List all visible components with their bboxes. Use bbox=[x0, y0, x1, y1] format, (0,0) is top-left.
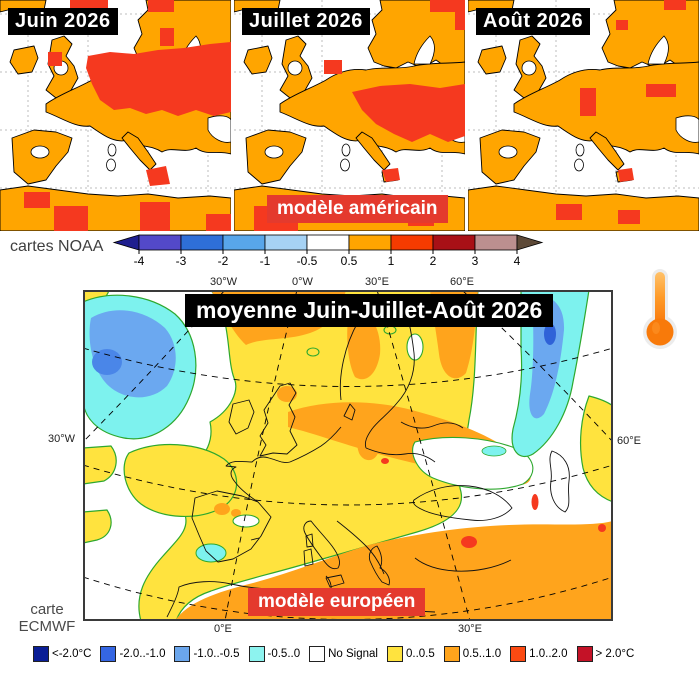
legend-swatch bbox=[174, 646, 191, 662]
noaa-august-title: Août 2026 bbox=[476, 8, 591, 35]
legend-label: 0..0.5 bbox=[405, 648, 435, 660]
legend-swatch bbox=[100, 646, 117, 662]
ecmwf-cool-regions bbox=[83, 290, 590, 563]
ecmwf-caption: carte ECMWF bbox=[8, 601, 86, 636]
ecmwf-caption-line1: carte bbox=[30, 601, 64, 618]
legend-swatch bbox=[33, 646, 49, 662]
legend-label: > 2.0°C bbox=[595, 648, 635, 660]
legend-item: <-2.0°C bbox=[33, 646, 91, 662]
ecmwf-axis-top-30w: 30°W bbox=[210, 276, 238, 288]
noaa-august-red-anomalies bbox=[556, 0, 686, 224]
svg-text:1: 1 bbox=[388, 254, 395, 267]
svg-text:-2: -2 bbox=[218, 254, 229, 267]
ecmwf-axis-top-0w: 0°W bbox=[292, 276, 313, 288]
noaa-map-august: Août 2026 bbox=[467, 0, 700, 232]
noaa-maps-row: Juin 2026 Juillet 2026 bbox=[0, 0, 700, 232]
american-model-label: modèle américain bbox=[267, 195, 448, 223]
european-model-label: modèle européen bbox=[248, 588, 426, 616]
noaa-map-june-art bbox=[0, 0, 232, 232]
legend-label: <-2.0°C bbox=[52, 648, 92, 660]
legend-item: -2.0..-1.0 bbox=[100, 646, 165, 662]
ecmwf-map-art bbox=[83, 290, 613, 621]
legend-label: -1.0..-0.5 bbox=[193, 648, 240, 660]
legend-label: -0.5..0 bbox=[267, 648, 301, 660]
ecmwf-axis-bottom-30e: 30°E bbox=[458, 623, 482, 635]
ecmwf-legend: <-2.0°C -2.0..-1.0 -1.0..-0.5 -0.5..0 No… bbox=[33, 646, 634, 662]
legend-label: 0.5..1.0 bbox=[462, 648, 502, 660]
svg-text:-4: -4 bbox=[134, 254, 145, 267]
legend-label: -2.0..-1.0 bbox=[119, 648, 166, 660]
legend-swatch bbox=[309, 646, 326, 662]
colorbar-right-arrow bbox=[516, 234, 544, 251]
svg-text:-3: -3 bbox=[176, 254, 187, 267]
ecmwf-axis-bottom-0e: 0°E bbox=[214, 623, 232, 635]
legend-swatch bbox=[386, 646, 403, 662]
thermometer-icon bbox=[643, 269, 677, 349]
svg-text:2: 2 bbox=[430, 254, 437, 267]
ecmwf-axis-top-60e: 60°E bbox=[450, 276, 474, 288]
ecmwf-caption-line2: ECMWF bbox=[18, 618, 76, 636]
legend-item: -1.0..-0.5 bbox=[174, 646, 240, 662]
ecmwf-axis-top-30e: 30°E bbox=[365, 276, 389, 288]
legend-item: 0.5..1.0 bbox=[443, 646, 502, 662]
colorbar-tick-marks bbox=[138, 250, 518, 254]
colorbar-tick-labels: -4 -3 -2 -1 -0.5 0.5 1 2 3 4 bbox=[134, 254, 521, 267]
legend-label: 1.0..2.0 bbox=[529, 648, 568, 660]
noaa-july-title: Juillet 2026 bbox=[242, 8, 370, 35]
legend-swatch bbox=[510, 646, 527, 662]
noaa-june-red-anomalies bbox=[24, 0, 231, 231]
legend-item: > 2.0°C bbox=[576, 646, 635, 662]
legend-item: No Signal bbox=[309, 646, 378, 662]
legend-label: No Signal bbox=[328, 648, 378, 660]
ecmwf-map-frame bbox=[83, 290, 613, 621]
colorbar-left-arrow bbox=[112, 234, 140, 251]
ecmwf-axis-right-60e: 60°E bbox=[617, 435, 641, 447]
legend-item: 1.0..2.0 bbox=[510, 646, 568, 662]
legend-item: 0..0.5 bbox=[386, 646, 435, 662]
noaa-june-title: Juin 2026 bbox=[8, 8, 118, 35]
noaa-caption: cartes NOAA bbox=[10, 238, 104, 255]
svg-text:0.5: 0.5 bbox=[341, 254, 358, 267]
svg-text:-1: -1 bbox=[260, 254, 271, 267]
noaa-map-june: Juin 2026 bbox=[0, 0, 232, 232]
svg-text:-0.5: -0.5 bbox=[297, 254, 318, 267]
ecmwf-title: moyenne Juin-Juillet-Août 2026 bbox=[185, 294, 554, 327]
svg-text:3: 3 bbox=[472, 254, 479, 267]
noaa-colorbar: -4 -3 -2 -1 -0.5 0.5 1 2 3 4 bbox=[112, 234, 544, 267]
ecmwf-axis-left-30w: 30°W bbox=[48, 433, 76, 445]
legend-item: -0.5..0 bbox=[248, 646, 301, 662]
noaa-map-august-art bbox=[467, 0, 700, 232]
legend-swatch bbox=[576, 646, 593, 662]
legend-swatch bbox=[248, 646, 265, 662]
svg-text:4: 4 bbox=[514, 254, 521, 267]
ecmwf-yellow-regions bbox=[83, 290, 613, 621]
colorbar-segments bbox=[138, 234, 518, 251]
legend-swatch bbox=[443, 646, 460, 662]
